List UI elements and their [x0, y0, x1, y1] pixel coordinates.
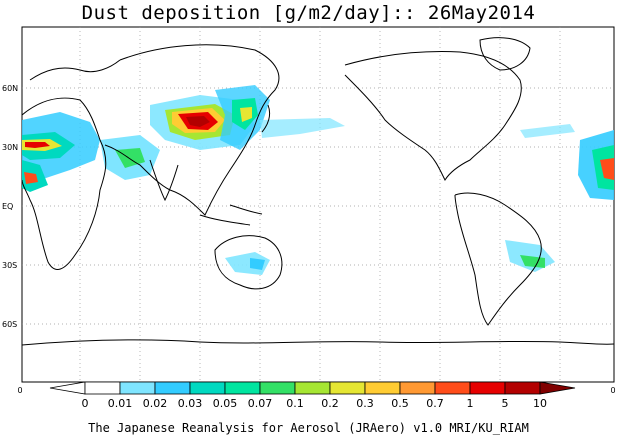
coast-australia	[214, 235, 283, 290]
dust-patch-sahara-red	[25, 142, 50, 148]
colorbar-swatch	[364, 381, 401, 395]
colorbar-label: 0.07	[248, 397, 273, 410]
plot-frame	[21, 26, 615, 383]
coastlines	[21, 37, 615, 346]
colorbar-left-triangle	[49, 381, 86, 395]
coast-antarctica	[21, 339, 615, 346]
colorbar-swatch	[84, 381, 121, 395]
latitude-label: 30S	[2, 261, 17, 270]
coast-asia	[104, 44, 280, 216]
colorbar-label: 0.3	[356, 397, 374, 410]
latitude-label: 30N	[2, 143, 18, 152]
colorbar-label: 0	[82, 397, 89, 410]
latitude-label: EQ	[2, 202, 13, 211]
coast-south-america	[454, 192, 542, 326]
colorbar-label: 5	[502, 397, 509, 410]
colorbar-swatch	[434, 381, 471, 395]
map-footer: The Japanese Reanalysis for Aerosol (JRA…	[88, 421, 529, 435]
colorbar-swatch	[399, 381, 436, 395]
colorbar-label: 10	[533, 397, 547, 410]
colorbar-swatch	[119, 381, 156, 395]
colorbar-swatch	[154, 381, 191, 395]
map-title: Dust deposition [g/m2/day]:: 26May2014	[81, 2, 536, 24]
latitude-label: 60N	[2, 84, 18, 93]
colorbar-swatch	[469, 381, 506, 395]
axis-left-label: 0	[17, 386, 22, 395]
colorbar-label: 0.5	[391, 397, 409, 410]
colorbar-label: 0.01	[108, 397, 133, 410]
graticule	[22, 27, 614, 382]
colorbar-label: 0.05	[213, 397, 238, 410]
latitude-labels: 60N 30N EQ 30S 60S	[2, 84, 18, 329]
coast-north-america	[344, 51, 522, 182]
colorbar-swatch	[504, 381, 541, 395]
colorbar-label: 0.7	[426, 397, 444, 410]
colorbar-label: 0.02	[143, 397, 168, 410]
colorbar-label: 0.03	[178, 397, 203, 410]
colorbar-right-triangle	[539, 381, 576, 395]
colorbar-swatch	[329, 381, 366, 395]
colorbar: 0 0.01 0.02 0.03 0.05 0.07 0.1 0.2 0.3 0.5 0.7 1 5 10	[49, 381, 576, 410]
colorbar-swatch	[294, 381, 331, 395]
dust-patch-pacific-plume	[260, 118, 345, 138]
colorbar-label: 1	[467, 397, 474, 410]
colorbar-label: 0.2	[321, 397, 339, 410]
coast-africa-europe	[21, 97, 107, 270]
dust-field	[22, 85, 614, 275]
latitude-label: 60S	[2, 320, 17, 329]
colorbar-swatch	[224, 381, 261, 395]
axis-right-label: 0	[610, 386, 615, 395]
colorbar-swatch	[259, 381, 296, 395]
colorbar-label: 0.1	[286, 397, 304, 410]
colorbar-swatch	[189, 381, 226, 395]
